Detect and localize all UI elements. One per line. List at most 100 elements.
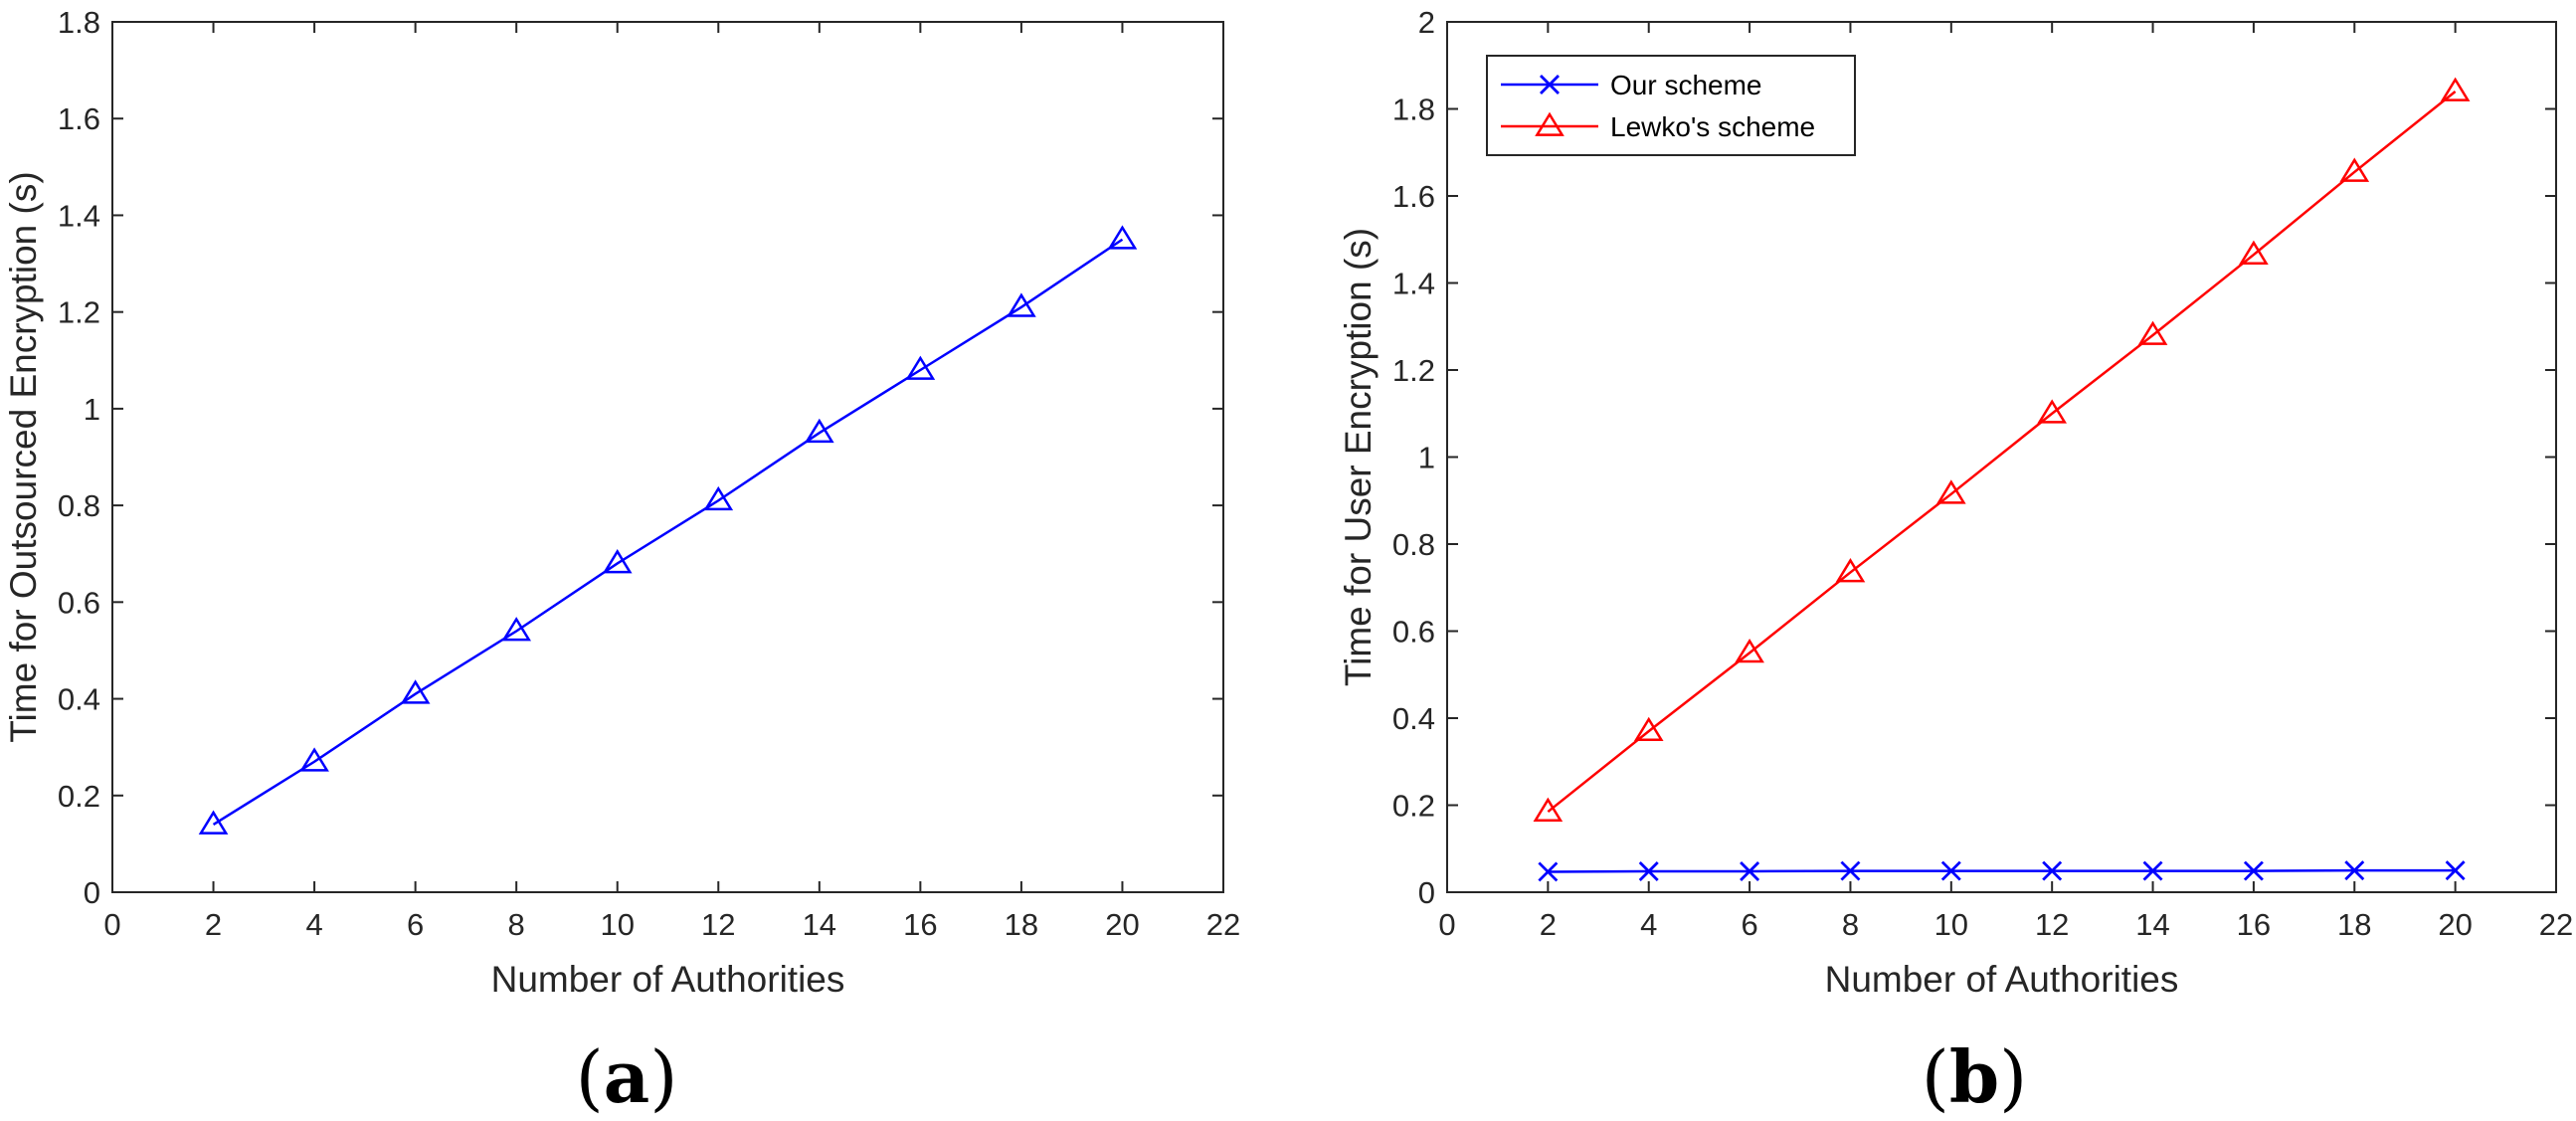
y-tick-label: 1.6 (1392, 179, 1435, 214)
y-tick-label: 1.6 (58, 101, 100, 136)
x-marker (1740, 861, 1760, 881)
series-line-b-0 (1548, 868, 2456, 873)
panel-label-letter: a (604, 1034, 650, 1119)
x-marker (1538, 861, 1559, 882)
y-tick-label: 0.2 (1392, 789, 1435, 824)
triangle-marker (299, 747, 329, 772)
y-tick-label: 2 (1418, 5, 1435, 40)
y-tick-label: 0.4 (1392, 701, 1435, 736)
axes-box-a (111, 21, 1224, 893)
y-axis-label: Time for Outsourced Encryption (s) (3, 171, 44, 742)
triangle-marker (602, 549, 633, 574)
chart-a: 0 2 4 6 8 10 12 14 16 18 20 22 0 0.2 0.4 0.6 0.8 1 1.2 1.4 1… (3, 5, 1240, 1119)
x-tick-label: 20 (1105, 907, 1139, 942)
triangle-marker (1735, 638, 1764, 663)
x-tick-label: 18 (2337, 907, 2371, 942)
triangle-marker (501, 617, 532, 642)
y-tick-label: 0.2 (58, 779, 100, 814)
x-tick-label: 12 (701, 907, 735, 942)
y-tick-label: 0 (84, 875, 100, 910)
x-marker (2243, 860, 2264, 881)
triangle-marker (1935, 479, 1966, 504)
y-tick-label: 1.2 (1392, 353, 1435, 388)
y-tick-label: 1 (1418, 441, 1435, 475)
triangle-marker (2137, 320, 2168, 345)
x-tick-label: 0 (103, 907, 120, 942)
series-line-b-1 (1547, 91, 2457, 814)
x-tick-label: 4 (305, 907, 322, 942)
panel-label-close: ) (1999, 1035, 2027, 1119)
y-tick-label: 0.6 (1392, 615, 1435, 650)
x-tick-label: 12 (2035, 907, 2069, 942)
x-marker (1840, 860, 1861, 881)
triangle-marker (1633, 716, 1664, 742)
x-tick-label: 16 (2237, 907, 2271, 942)
x-tick-label: 4 (1640, 907, 1657, 942)
legend-item: Our scheme (1501, 70, 1762, 100)
x-tick-label: 2 (1540, 907, 1557, 942)
panel-label-open: ( (1922, 1035, 1949, 1119)
legend-box (1486, 55, 1856, 156)
y-tick-label: 1.2 (58, 295, 100, 330)
triangle-marker (703, 485, 734, 511)
x-tick-label: 18 (1005, 907, 1038, 942)
x-tick-label: 16 (903, 907, 937, 942)
y-tick-label: 1.8 (1392, 93, 1435, 127)
legend-label: Our scheme (1610, 70, 1762, 100)
triangle-marker (2239, 240, 2269, 265)
legend-triangle-marker (1535, 111, 1564, 136)
y-axis-label: Time for User Encryption (s) (1338, 228, 1379, 686)
x-tick-label: 10 (1934, 907, 1968, 942)
panel-label-b: (b) (1922, 1034, 2028, 1119)
triangle-marker (2339, 157, 2370, 182)
y-tick-label: 0 (1418, 875, 1435, 910)
x-tick-label: 14 (2135, 907, 2169, 942)
triangle-marker (1835, 558, 1866, 583)
x-tick-label: 22 (1206, 907, 1240, 942)
y-tick-label: 0.8 (1392, 527, 1435, 562)
legend-x-marker (1540, 75, 1560, 94)
panel-label-a: (a) (576, 1034, 678, 1119)
y-tick-label: 1.8 (58, 5, 100, 40)
x-marker (1638, 861, 1659, 881)
triangle-marker (1007, 292, 1036, 317)
x-marker (2344, 860, 2365, 881)
triangle-marker (198, 810, 229, 835)
triangle-marker (804, 418, 834, 444)
y-tick-label: 0.4 (58, 682, 100, 717)
x-tick-label: 10 (600, 907, 634, 942)
x-tick-label: 0 (1438, 907, 1455, 942)
y-tick-label: 0.8 (58, 488, 100, 523)
triangle-marker (2037, 399, 2068, 424)
x-tick-label: 20 (2438, 907, 2472, 942)
triangle-marker (905, 355, 936, 380)
x-tick-label: 6 (407, 907, 424, 942)
triangle-marker (400, 679, 431, 704)
x-axis-label: Number of Authorities (1825, 959, 2179, 1000)
y-tick-label: 0.6 (58, 585, 100, 620)
x-tick-label: 14 (803, 907, 836, 942)
x-tick-label: 6 (1741, 907, 1757, 942)
x-tick-label: 22 (2539, 907, 2573, 942)
y-tick-label: 1 (84, 392, 100, 427)
panel-label-letter: b (1949, 1034, 1999, 1119)
x-marker (2142, 860, 2163, 881)
panel-label-open: ( (576, 1035, 604, 1119)
x-marker (2042, 860, 2063, 881)
panel-label-close: ) (649, 1035, 677, 1119)
legend-b: Our scheme Lewko's scheme (1486, 55, 1856, 156)
y-tick-label: 1.4 (1392, 267, 1435, 301)
x-axis-label: Number of Authorities (491, 959, 845, 1000)
legend-item: Lewko's scheme (1501, 111, 1815, 142)
x-marker (2445, 860, 2466, 881)
triangle-marker (1107, 225, 1138, 250)
series-line-a-0 (212, 238, 1124, 827)
legend-label: Lewko's scheme (1610, 111, 1815, 142)
x-tick-label: 2 (205, 907, 222, 942)
x-marker (1940, 860, 1961, 881)
triangle-marker (2440, 77, 2471, 101)
x-tick-label: 8 (508, 907, 525, 942)
y-tick-label: 1.4 (58, 198, 100, 233)
x-tick-label: 8 (1842, 907, 1859, 942)
